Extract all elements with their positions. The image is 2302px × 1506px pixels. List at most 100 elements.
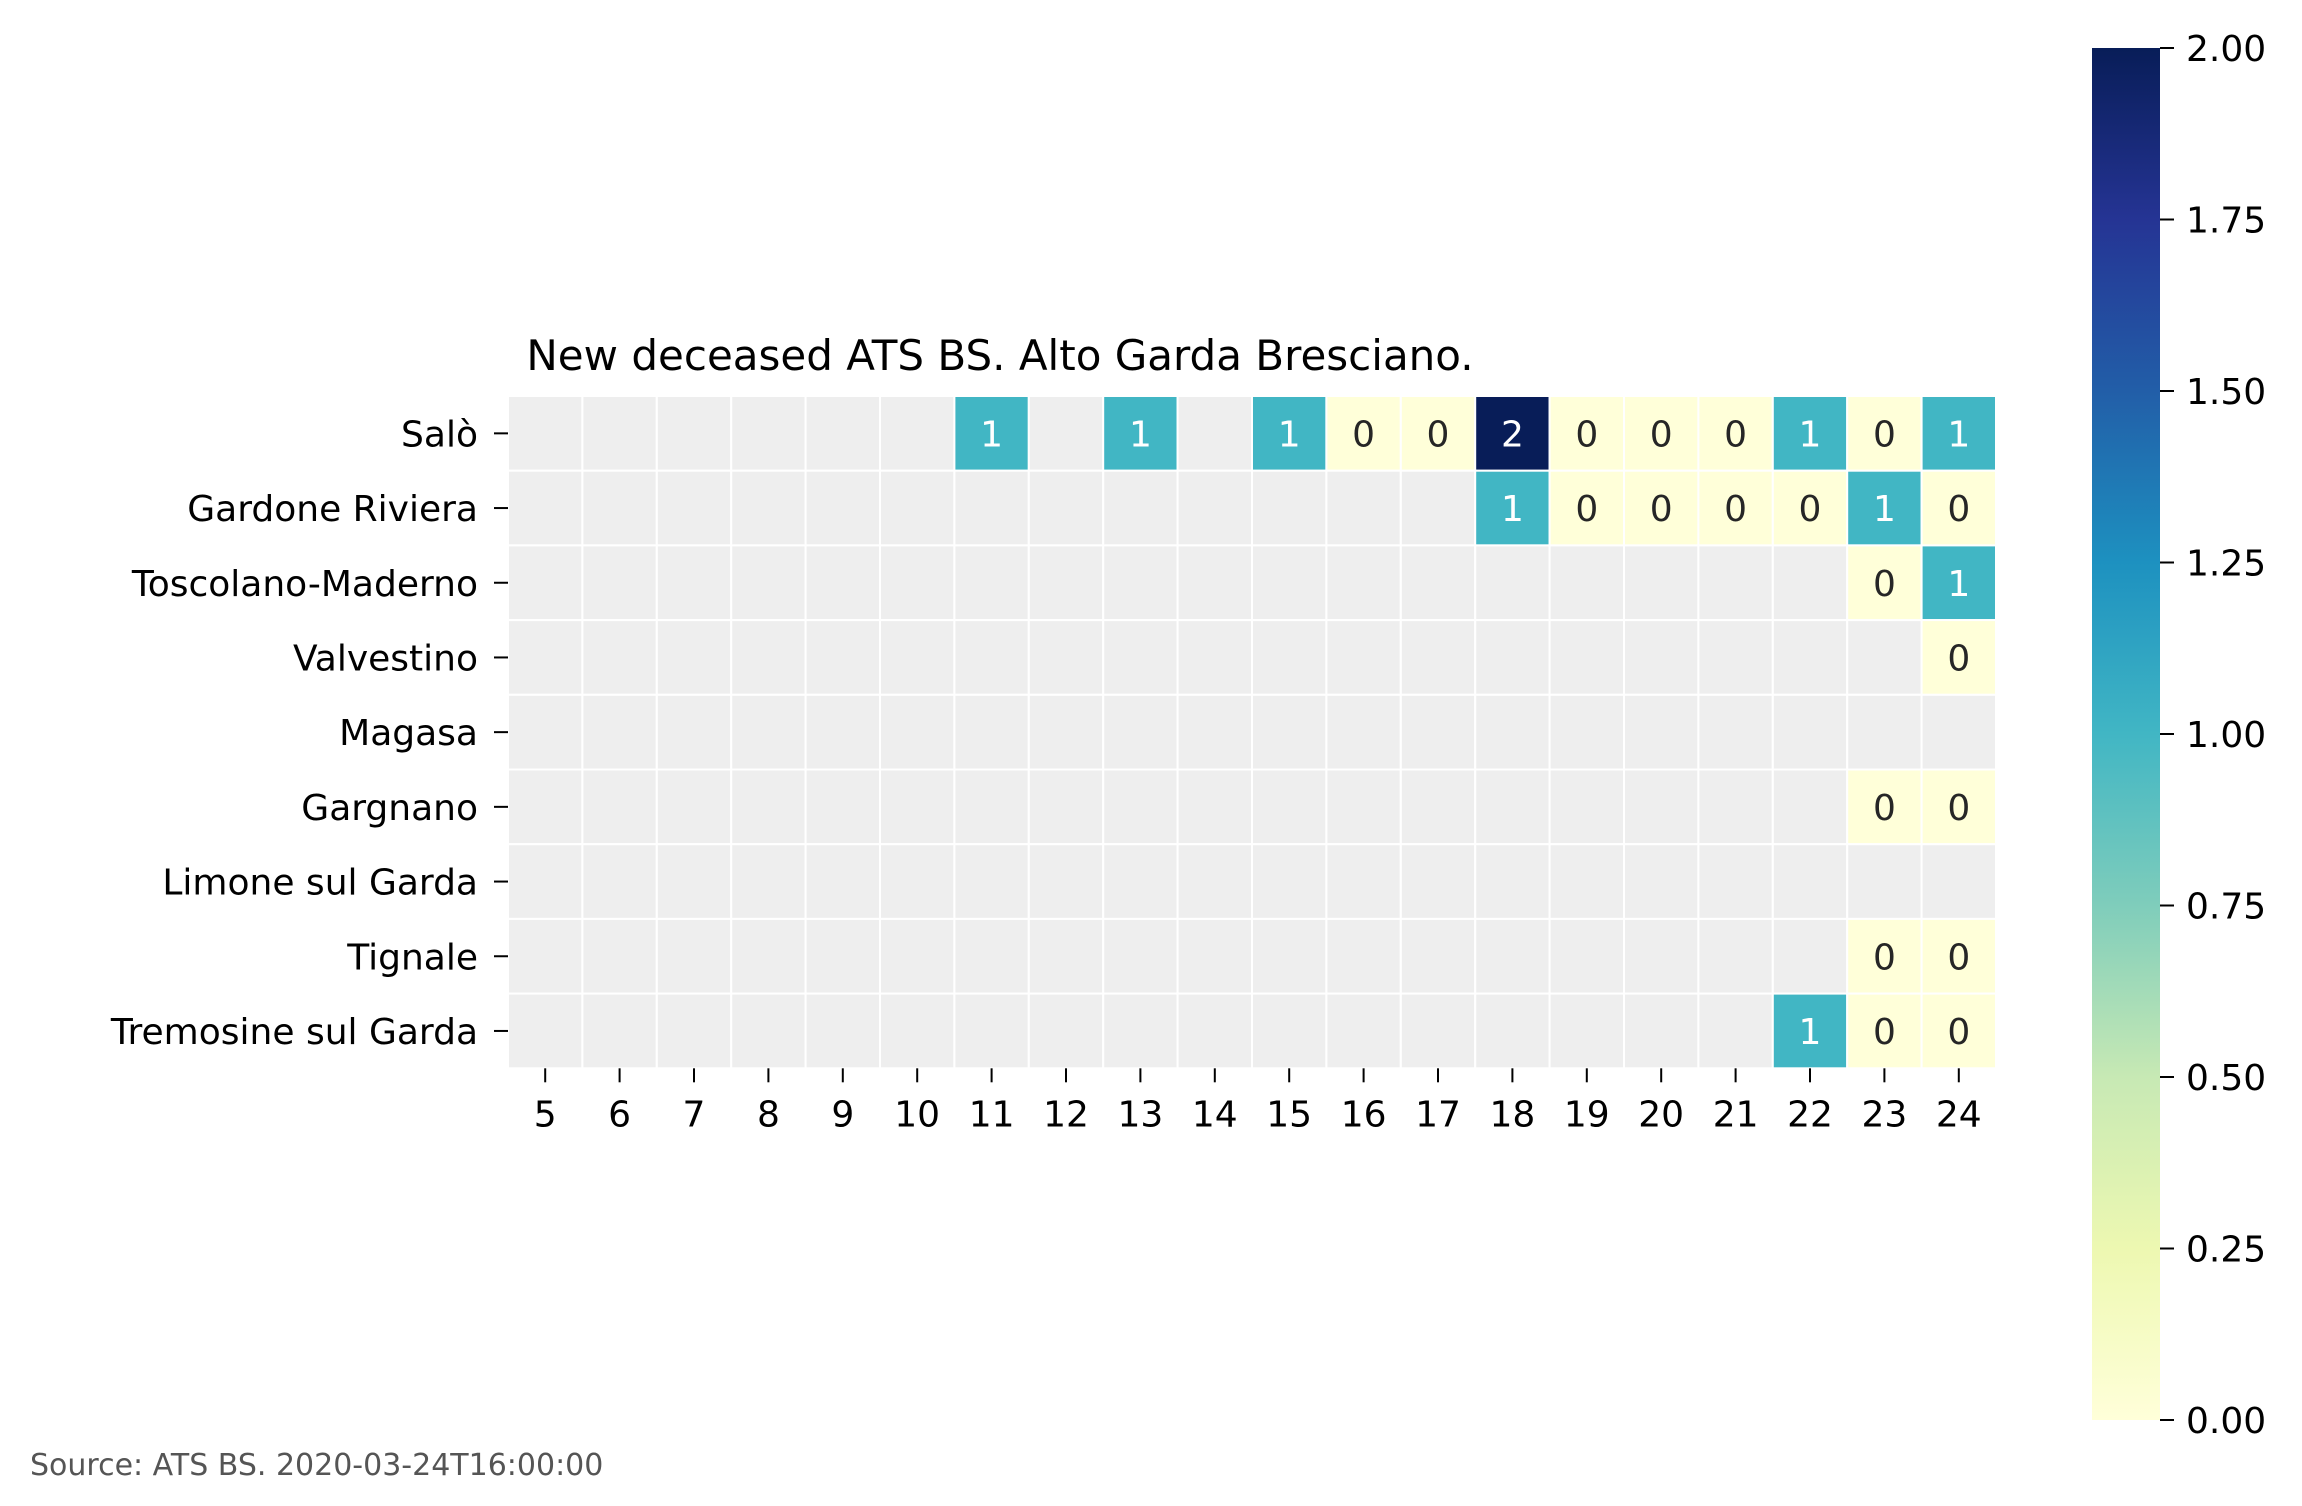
heatmap-cell xyxy=(730,843,807,920)
heatmap-cell xyxy=(1102,693,1179,771)
heatmap-cell xyxy=(655,469,733,547)
heatmap-cell xyxy=(1474,693,1551,771)
heatmap-cell xyxy=(1102,992,1179,1070)
heatmap-cell xyxy=(1176,693,1253,771)
heatmap-cell xyxy=(1920,395,1997,472)
heatmap-cell xyxy=(1176,917,1253,995)
cell-value-label: 1 xyxy=(1947,414,1970,455)
y-tick-label: Magasa xyxy=(339,713,478,754)
cell-value-label: 1 xyxy=(1799,1012,1822,1053)
heatmap-cell xyxy=(953,843,1030,920)
colorbar-tick-label: 1.00 xyxy=(2186,715,2266,756)
heatmap-cell xyxy=(879,693,956,771)
heatmap-cell xyxy=(655,992,733,1070)
heatmap-cell xyxy=(1027,469,1105,547)
heatmap-cell xyxy=(804,544,881,622)
heatmap-cell xyxy=(1027,619,1105,696)
heatmap-cell xyxy=(655,917,733,995)
heatmap-cell xyxy=(1920,843,1997,920)
heatmap-cell xyxy=(1920,768,1997,846)
heatmap-cell xyxy=(581,395,658,472)
heatmap-cell xyxy=(1548,693,1625,771)
heatmap-cell xyxy=(879,619,956,696)
heatmap-cell xyxy=(879,469,956,547)
heatmap-cell xyxy=(1325,544,1402,622)
colorbar-ticks: 0.00 0.25 0.50 0.75 1.00 1.25 1.50 1.75 2.00 xyxy=(2160,29,2266,1442)
cell-value-label: 0 xyxy=(1575,414,1598,455)
heatmap-cell xyxy=(1846,992,1923,1070)
heatmap-cell xyxy=(1771,768,1849,846)
heatmap-cell xyxy=(1102,544,1179,622)
cell-value-label: 0 xyxy=(1873,1012,1896,1053)
heatmap-cell xyxy=(1623,693,1700,771)
heatmap-cell xyxy=(1697,768,1774,846)
heatmap-cell xyxy=(730,992,807,1070)
heatmap-cell xyxy=(730,693,807,771)
chart-title: New deceased ATS BS. Alto Garda Brescian… xyxy=(526,331,1473,380)
colorbar-tick-label: 1.50 xyxy=(2186,372,2266,413)
heatmap-cell xyxy=(1027,544,1105,622)
heatmap-cell xyxy=(581,469,658,547)
cell-value-label: 1 xyxy=(1947,564,1970,605)
heatmap-cell xyxy=(1102,843,1179,920)
cell-value-label: 0 xyxy=(1947,1012,1970,1053)
heatmap-cell xyxy=(1697,544,1774,622)
heatmap-cell xyxy=(1474,544,1551,622)
heatmap-cell xyxy=(1176,843,1253,920)
cell-value-label: 0 xyxy=(1947,937,1970,978)
heatmap-cell xyxy=(953,768,1030,846)
heatmap-cell xyxy=(1027,843,1105,920)
x-tick-label: 23 xyxy=(1861,1094,1907,1135)
cell-value-label: 2 xyxy=(1501,414,1524,455)
heatmap-cell xyxy=(1697,843,1774,920)
heatmap-cell xyxy=(1771,619,1849,696)
heatmap-cell xyxy=(507,395,584,472)
heatmap-cell xyxy=(879,992,956,1070)
heatmap-cell xyxy=(1251,843,1328,920)
heatmap-cell xyxy=(1623,917,1700,995)
cell-value-label: 0 xyxy=(1873,788,1896,829)
heatmap-cell xyxy=(1846,693,1923,771)
y-tick-label: Valvestino xyxy=(293,638,478,679)
colorbar-tick-label: 2.00 xyxy=(2186,29,2266,70)
heatmap-cell xyxy=(1623,843,1700,920)
heatmap-cell xyxy=(1920,469,1997,547)
heatmap-cell xyxy=(1697,992,1774,1070)
heatmap-cell xyxy=(1846,843,1923,920)
heatmap-cell xyxy=(1548,619,1625,696)
heatmap-cell xyxy=(1920,544,1997,622)
cell-annotations: 1 1 1 0 0 2 0 0 0 1 0 1 1 0 0 0 0 1 0 0 1 0 0 0 0 0 1 0 0 xyxy=(980,414,1970,1053)
cell-value-label: 0 xyxy=(1724,414,1747,455)
heatmap-cell xyxy=(1920,992,1997,1070)
heatmap-cell xyxy=(953,992,1030,1070)
cell-value-label: 0 xyxy=(1873,937,1896,978)
heatmap-cell xyxy=(1027,992,1105,1070)
colorbar-tick-label: 0.00 xyxy=(2186,1401,2266,1442)
x-tick-label: 16 xyxy=(1341,1094,1387,1135)
heatmap-cell xyxy=(1251,619,1328,696)
heatmap-cell xyxy=(953,619,1030,696)
heatmap-cell xyxy=(507,843,584,920)
heatmap-cell xyxy=(507,544,584,622)
cell-value-label: 1 xyxy=(980,414,1003,455)
heatmap-cell xyxy=(1102,917,1179,995)
heatmap-cell xyxy=(581,693,658,771)
y-tick-label: Toscolano-Maderno xyxy=(131,564,478,605)
cell-value-label: 0 xyxy=(1650,489,1673,530)
heatmap-cell xyxy=(1399,693,1477,771)
heatmap-cell xyxy=(1623,619,1700,696)
cell-value-label: 1 xyxy=(1501,489,1524,530)
heatmap-cell xyxy=(655,544,733,622)
heatmap-cell xyxy=(1399,843,1477,920)
heatmap-cell xyxy=(1325,768,1402,846)
heatmap-cell xyxy=(581,619,658,696)
heatmap-cell xyxy=(655,619,733,696)
cell-value-label: 1 xyxy=(1278,414,1301,455)
heatmap-cell xyxy=(953,395,1030,472)
heatmap-cell xyxy=(1920,693,1997,771)
heatmap-cell xyxy=(1548,768,1625,846)
heatmap-cell xyxy=(1176,469,1253,547)
heatmap-cell xyxy=(879,768,956,846)
cell-value-label: 0 xyxy=(1352,414,1375,455)
heatmap-cell xyxy=(507,768,584,846)
